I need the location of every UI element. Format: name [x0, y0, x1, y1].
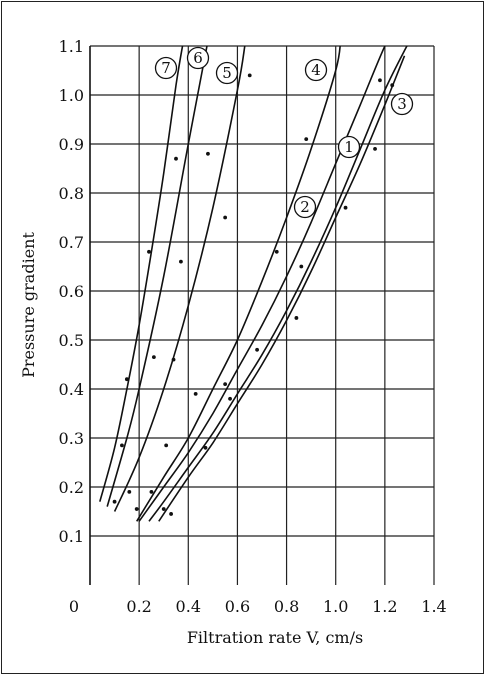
data-point: [120, 443, 124, 448]
data-point: [304, 137, 309, 142]
data-point: [164, 443, 169, 448]
data-point: [171, 357, 176, 362]
x-tick-label: 0.4: [176, 597, 201, 616]
curve-5: [113, 46, 246, 512]
x-tick-label: 0.8: [274, 597, 299, 616]
data-points: [112, 73, 395, 516]
y-tick-label: 0.3: [59, 429, 84, 448]
y-tick-label: 1.0: [59, 86, 84, 105]
curve-label-5: 5: [215, 61, 239, 85]
x-tick-label: 0.2: [126, 597, 151, 616]
svg-text:3: 3: [397, 95, 407, 113]
data-point: [299, 264, 304, 269]
y-tick-label: 1.1: [59, 37, 84, 56]
data-point: [390, 83, 395, 88]
data-point: [343, 205, 348, 210]
x-tick-label: 0: [69, 597, 79, 616]
x-axis-label: Filtration rate V, cm/s: [187, 628, 363, 647]
curve-2: [138, 46, 386, 522]
curve-4: [136, 46, 341, 522]
y-axis-label: Pressure gradient: [19, 232, 38, 378]
curves: [99, 46, 408, 522]
data-point: [174, 156, 178, 161]
curve-label-4: 4: [304, 58, 328, 82]
y-tick-label: 0.9: [59, 135, 84, 154]
data-point: [378, 78, 382, 83]
data-point: [149, 490, 154, 494]
curve-labels: 1 2 3 4 5 6 7: [154, 46, 414, 219]
svg-text:7: 7: [161, 59, 171, 77]
x-tick-label: 0.6: [225, 597, 250, 616]
data-point: [255, 347, 259, 352]
svg-text:5: 5: [222, 64, 232, 82]
data-point: [247, 73, 252, 78]
curve-3: [158, 55, 406, 522]
data-point: [228, 396, 232, 401]
y-tick-label: 0.8: [59, 184, 84, 203]
curve-label-7: 7: [154, 56, 178, 80]
svg-text:1: 1: [344, 138, 354, 156]
data-point: [223, 215, 228, 220]
y-tick-label: 0.7: [59, 233, 84, 252]
data-point: [124, 377, 129, 382]
tick-labels: 0 0.2 0.4 0.6 0.8 1.0 1.2 1.4 0.1 0.2 0.3 0.4 0.5 0.6…: [59, 37, 447, 616]
curve-label-6: 6: [186, 46, 210, 70]
data-point: [193, 392, 198, 396]
svg-text:2: 2: [300, 198, 310, 216]
data-point: [373, 147, 377, 151]
x-tick-label: 1.2: [372, 597, 397, 616]
data-point: [169, 512, 173, 516]
data-point: [203, 445, 208, 450]
x-tick-label: 1.4: [421, 597, 446, 616]
y-tick-label: 0.5: [59, 331, 84, 350]
svg-text:6: 6: [193, 49, 203, 67]
data-point: [112, 499, 117, 504]
curve-label-2: 2: [293, 195, 317, 219]
curve-label-3: 3: [390, 92, 414, 116]
y-tick-label: 0.2: [59, 478, 84, 497]
data-point: [179, 259, 183, 264]
curve-6: [106, 46, 208, 507]
curve-label-1: 1: [337, 135, 361, 159]
y-tick-label: 0.1: [59, 527, 84, 546]
data-point: [134, 507, 139, 511]
data-point: [151, 355, 156, 360]
x-tick-label: 1.0: [323, 597, 348, 616]
data-point: [147, 249, 151, 254]
data-point: [161, 507, 166, 511]
curve-1: [148, 46, 408, 522]
data-point: [274, 249, 279, 254]
data-point: [206, 151, 210, 156]
data-point: [294, 316, 299, 320]
data-point: [223, 382, 228, 386]
data-point: [127, 490, 132, 494]
y-tick-label: 0.6: [59, 282, 84, 301]
curve-7: [99, 46, 184, 502]
svg-text:4: 4: [311, 61, 321, 79]
y-tick-label: 0.4: [59, 380, 84, 399]
